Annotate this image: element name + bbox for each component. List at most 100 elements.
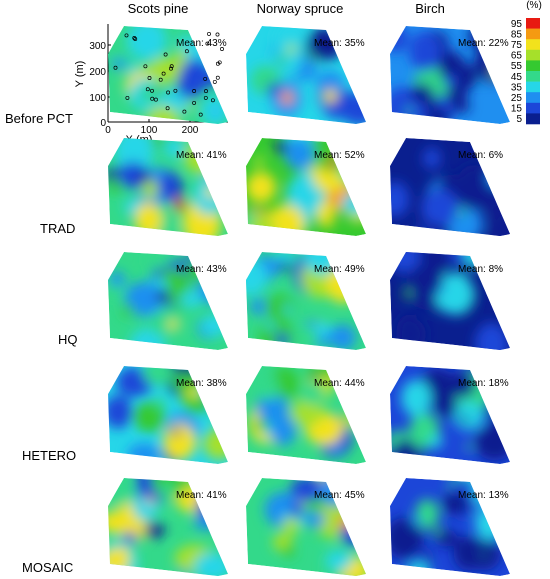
contour-blob (258, 375, 280, 401)
sample-plot-marker (184, 49, 189, 54)
contour-blob (436, 108, 451, 122)
contour-blob (164, 138, 185, 159)
colorbar-tick-label: 55 (511, 61, 523, 72)
contour-blob (325, 550, 353, 571)
contour-blob (475, 506, 504, 541)
colorbar-swatch (526, 39, 540, 51)
colorbar-tick-label: 15 (511, 104, 523, 115)
contour-spot (253, 156, 265, 168)
contour-spot (452, 539, 464, 550)
sample-plot-marker (169, 66, 173, 71)
mean-label: Mean: 22% (458, 38, 509, 49)
contour-spot (331, 443, 343, 456)
sample-plot-marker (204, 89, 208, 94)
contour-blob (450, 371, 476, 398)
contour-spot (279, 260, 291, 271)
contour-blob (250, 213, 275, 236)
contour-blob (267, 82, 282, 96)
contour-blob (390, 26, 409, 53)
contour-spot (165, 300, 174, 309)
contour-blob (211, 410, 228, 426)
colorbar-swatch (526, 113, 540, 125)
colorbar-swatch (526, 92, 540, 104)
colorbar-tick-label: 85 (511, 29, 523, 40)
contour-blob (396, 314, 421, 345)
contour-blob (141, 179, 158, 200)
contour-spot (280, 91, 294, 105)
sample-plot-marker (215, 61, 220, 66)
contour-blob (390, 181, 410, 217)
contour-panel-birch-before-pct: Mean: 22% (390, 26, 510, 124)
contour-blob (146, 252, 171, 269)
contour-blob (341, 411, 360, 428)
contour-blob (201, 314, 228, 337)
mean-label: Mean: 52% (314, 150, 365, 161)
colorbar-swatch (526, 102, 540, 114)
contour-panel-norway-spruce-trad: Mean: 52% (246, 138, 366, 236)
contour-blob (246, 171, 276, 203)
colorbar-unit-label: (%) (526, 0, 542, 11)
contour-spot (208, 392, 222, 407)
sample-plot-marker (203, 95, 208, 100)
sample-plot-marker (207, 31, 211, 36)
sample-plot-marker (166, 90, 171, 95)
contour-panel-birch-mosaic: Mean: 13% (390, 478, 510, 576)
contour-panel-birch-hq: Mean: 8% (390, 252, 510, 350)
contour-blob (108, 510, 131, 534)
y-tick-label-100: 100 (89, 93, 106, 104)
sample-plot-marker (153, 97, 158, 102)
contour-blob (144, 522, 165, 538)
column-header-scots-pine: Scots pine (128, 1, 189, 16)
contour-blob (339, 92, 366, 124)
sample-plot-marker (220, 47, 224, 51)
mean-label: Mean: 43% (176, 38, 227, 49)
contour-blob (423, 147, 441, 169)
contour-spot (457, 208, 465, 216)
y-tick-label-0: 0 (100, 118, 106, 129)
colorbar-tick-label: 35 (511, 82, 523, 93)
contour-blob (108, 395, 133, 429)
contour-spot (329, 213, 340, 223)
contour-spot (489, 161, 500, 173)
contour-blob (410, 83, 434, 103)
contour-spot (444, 74, 457, 87)
contour-spot (493, 65, 505, 77)
sample-plot-marker (150, 88, 154, 93)
sample-plot-marker (192, 89, 197, 93)
contour-spot (485, 164, 492, 172)
contour-spot (276, 56, 286, 65)
sample-plot-marker (182, 109, 187, 114)
contour-blob (133, 401, 166, 433)
contour-spot (433, 527, 441, 535)
contour-blob (474, 424, 510, 461)
sample-plot-marker (113, 65, 118, 70)
contour-spot (460, 415, 470, 424)
sample-plot-marker (125, 95, 130, 100)
colorbar-swatch (526, 18, 540, 29)
mean-label: Mean: 18% (458, 378, 509, 389)
contour-panel-birch-trad: Mean: 6% (390, 138, 510, 236)
colorbar-swatch (526, 28, 540, 40)
colorbar-tick-label: 65 (511, 51, 523, 62)
contour-blob (435, 530, 458, 547)
contour-spot (153, 397, 166, 410)
contour-blob (282, 517, 300, 535)
sample-plot-marker (169, 64, 174, 69)
contour-blob (295, 171, 314, 192)
contour-blob (264, 294, 296, 318)
sample-plot-marker (161, 71, 166, 76)
contour-blob (434, 272, 473, 315)
contour-blob (148, 57, 185, 83)
contour-spot (123, 531, 137, 545)
sample-plot-marker (203, 76, 208, 81)
contour-spot (411, 516, 422, 526)
contour-spot (270, 494, 285, 509)
contour-blob (246, 259, 268, 297)
contour-blob (301, 382, 324, 405)
contour-blob (158, 171, 182, 201)
contour-blob (421, 189, 459, 226)
contour-blob (339, 512, 366, 547)
contour-spot (205, 186, 218, 199)
contour-spot (458, 501, 470, 513)
